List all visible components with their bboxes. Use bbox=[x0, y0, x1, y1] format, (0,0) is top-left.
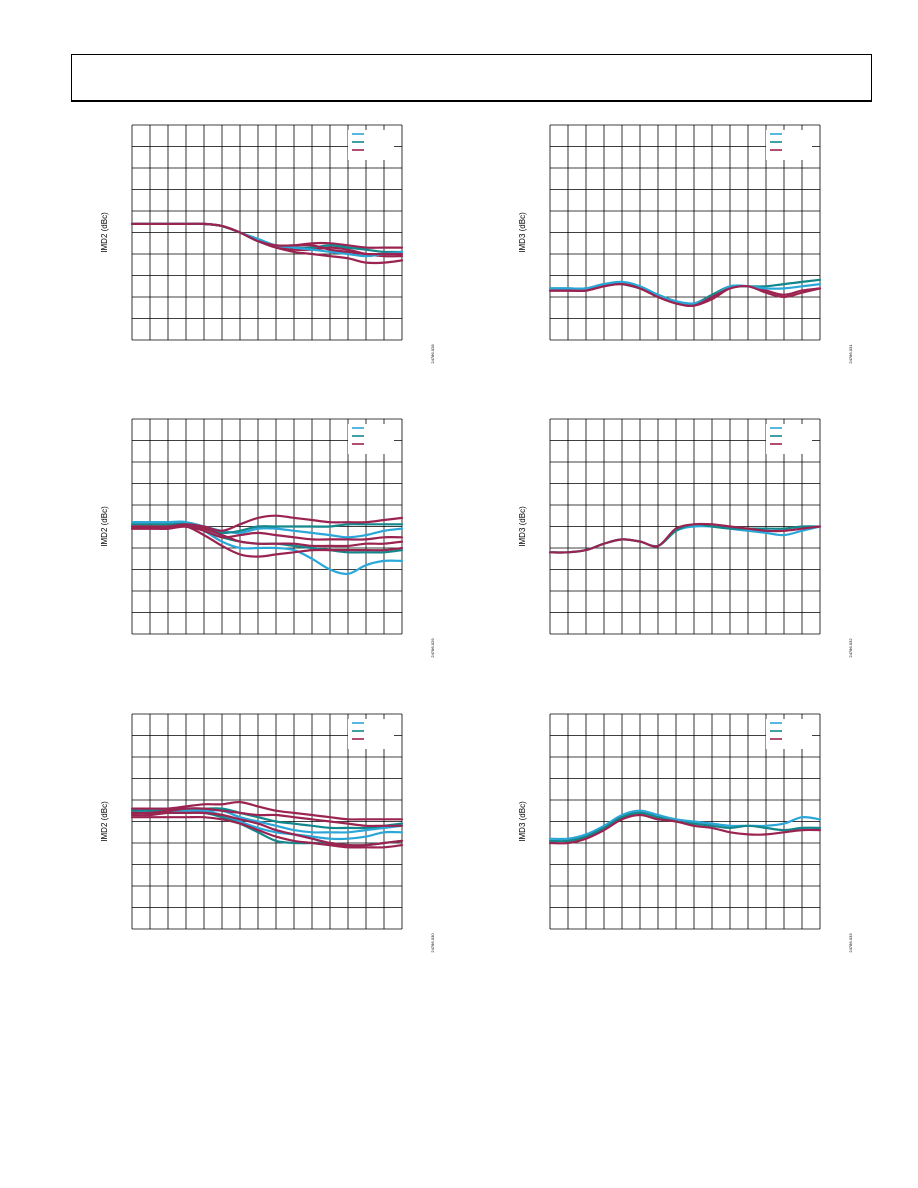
series-line-cyan bbox=[548, 809, 822, 841]
series-line-maroon bbox=[548, 813, 822, 845]
figure-id: 24786-028 bbox=[430, 344, 435, 364]
figure-id: 24786-031 bbox=[848, 344, 853, 364]
legend-box bbox=[348, 130, 394, 160]
chart-svg: IMD2 (dBc) 24786-028 bbox=[100, 124, 435, 364]
series-line-maroon bbox=[130, 800, 404, 821]
series-line-maroon bbox=[130, 815, 404, 849]
series-line-teal bbox=[548, 278, 822, 305]
series-line-maroon bbox=[130, 222, 404, 256]
figure-id: 24786-032 bbox=[848, 638, 853, 658]
chart-middle-left: IMD2 (dBc) 24786-029 bbox=[90, 412, 450, 672]
y-axis-label: IMD2 (dBc) bbox=[100, 212, 109, 253]
y-axis-label: IMD2 (dBc) bbox=[100, 506, 109, 547]
series-line-maroon bbox=[130, 514, 404, 532]
series-line-maroon bbox=[548, 522, 822, 554]
series-line-maroon bbox=[130, 807, 404, 828]
chart-top-left: IMD2 (dBc) 24786-028 bbox=[90, 118, 450, 378]
figure-id: 24786-029 bbox=[430, 638, 435, 658]
chart-svg: IMD3 (dBc) 24786-032 bbox=[518, 418, 853, 658]
legend-box bbox=[348, 424, 394, 454]
y-axis-label: IMD3 (dBc) bbox=[518, 801, 527, 842]
y-axis-label: IMD3 (dBc) bbox=[518, 506, 527, 547]
series-line-cyan bbox=[130, 222, 404, 258]
series-line-maroon bbox=[130, 525, 404, 548]
y-axis-label: IMD2 (dBc) bbox=[100, 801, 109, 842]
legend-box bbox=[348, 719, 394, 749]
series-line-cyan bbox=[548, 280, 822, 305]
series-line-maroon bbox=[548, 282, 822, 308]
page-header-box bbox=[71, 54, 872, 102]
chart-middle-right: IMD3 (dBc) 24786-032 bbox=[508, 412, 868, 672]
chart-svg: IMD2 (dBc) 24786-030 bbox=[100, 713, 435, 953]
series-line-cyan bbox=[130, 520, 404, 539]
legend-box bbox=[766, 719, 812, 749]
figure-id: 24786-030 bbox=[430, 933, 435, 953]
series-line-maroon bbox=[130, 811, 404, 847]
legend-box bbox=[766, 424, 812, 454]
series-line-maroon bbox=[130, 222, 404, 258]
chart-svg: IMD3 (dBc) 24786-031 bbox=[518, 124, 853, 364]
chart-svg: IMD2 (dBc) 24786-029 bbox=[100, 418, 435, 658]
chart-bottom-left: IMD2 (dBc) 24786-030 bbox=[90, 707, 450, 967]
legend-box bbox=[766, 130, 812, 160]
figure-id: 24786-033 bbox=[848, 933, 853, 953]
y-axis-label: IMD3 (dBc) bbox=[518, 212, 527, 253]
chart-bottom-right: IMD3 (dBc) 24786-033 bbox=[508, 707, 868, 967]
chart-svg: IMD3 (dBc) 24786-033 bbox=[518, 713, 853, 953]
chart-top-right: IMD3 (dBc) 24786-031 bbox=[508, 118, 868, 378]
